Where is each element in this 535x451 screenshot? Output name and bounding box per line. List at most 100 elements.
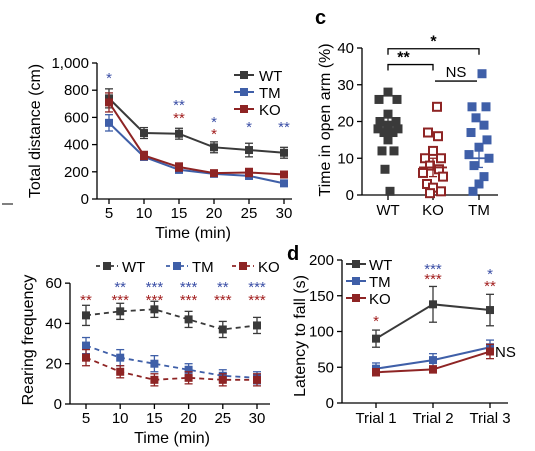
panel-c-ko-sem [429, 157, 437, 178]
panel-b-significance-ko: ** [80, 292, 92, 309]
panel-d-significance-ko: * [373, 313, 379, 330]
panel-b-x-tick-label: 10 [112, 410, 129, 427]
panel-b-x-tick-label: 15 [146, 410, 163, 427]
panel-d-x-tick-label: Trial 3 [469, 410, 510, 427]
panel-a-y-tick-label: 800 [64, 82, 89, 99]
panel-d-y-tick-label: 0 [326, 395, 334, 412]
panel-c-wt-point [385, 186, 395, 196]
panel-a-significance-tm: ** [278, 119, 290, 136]
panel-c-wt-point [380, 164, 390, 174]
panel-b-y-tick-label: 20 [45, 356, 62, 373]
panel-b-significance-tm: *** [146, 279, 164, 296]
panel-b-tm-line [85, 344, 258, 379]
panel-a-wt-line [108, 97, 285, 154]
panel-b-legend-marker [239, 262, 247, 270]
panel-c-wt-point [389, 146, 399, 156]
panel-d-significance-ko: ** [484, 278, 496, 295]
panel-d-legend-label-ko: KO [369, 291, 391, 308]
panel-c-tm-point [468, 186, 478, 196]
panel-a-tm-point [105, 118, 113, 127]
panel-b-significance-tm: *** [248, 279, 266, 296]
panel-a-ko-line [108, 101, 285, 176]
panel-d-latency-chart: d 0 50 100 150 200 Trial 1 Trial 2 Trial 3 WTTM… [287, 243, 516, 427]
panel-b-wt-point [150, 305, 159, 314]
panel-b-significance-ko: *** [146, 292, 164, 309]
panel-c-y-tick-label: 30 [337, 77, 354, 94]
panel-c-tm-point [466, 128, 476, 138]
panel-b-wt-point [116, 307, 125, 316]
panel-c-ko-point [438, 171, 448, 182]
panel-c-tm-sem [475, 148, 483, 169]
panel-c-ko-point [436, 153, 446, 164]
panel-b-x-tick-label: 30 [249, 410, 266, 427]
panel-a-tm-line [108, 122, 285, 185]
panel-b-legend-marker [103, 262, 111, 270]
panel-c-tm-point [479, 120, 489, 130]
panel-c-tm-point [482, 135, 492, 145]
panel-b-ko-point [116, 367, 125, 376]
panel-a-legend-label-wt: WT [259, 68, 282, 85]
panel-b-ko-point [150, 375, 159, 384]
panel-c-bracket-ko-tm-label: NS [446, 64, 467, 81]
panel-d-wt-point [486, 306, 494, 315]
panel-c-y-axis-label: Time in open arm (%) [317, 43, 334, 196]
panel-a-significance-tm: * [106, 70, 112, 87]
panel-b-significance-tm: ** [217, 279, 229, 296]
panel-c-y-tick-label: 10 [337, 150, 354, 167]
panel-d-y-tick-label: 50 [317, 359, 334, 376]
panel-c-tm-point [469, 161, 479, 171]
panel-a-y-tick-label: 400 [64, 137, 89, 154]
panel-c-wt-point [377, 146, 387, 156]
panel-b-wt-point [253, 321, 261, 330]
panel-a-legend-label-ko: KO [259, 102, 281, 119]
panel-a-ko-point [280, 170, 288, 179]
panel-c-x-tick-label: TM [468, 202, 490, 219]
panel-b-y-tick-label: 40 [45, 315, 62, 332]
panel-c-wt-point [383, 87, 393, 97]
panel-b-legend-label-wt: WT [122, 259, 145, 276]
panel-c-wt-point [392, 94, 402, 104]
panel-c-label: c [315, 7, 326, 29]
panel-d-y-tick-label: 100 [309, 324, 334, 341]
panel-a-ko-point [105, 98, 113, 107]
panel-d-x-tick-label: Trial 1 [355, 410, 396, 427]
panel-b-legend-marker [173, 262, 181, 270]
panel-a-x-tick-label: 5 [105, 205, 113, 222]
panel-a-y-tick-label: 600 [64, 109, 89, 126]
panel-a-y-axis-label: Total distance (cm) [27, 64, 44, 198]
panel-c-ko-point [418, 167, 428, 178]
panel-c-bracket-wt-ko-label: ** [397, 50, 410, 67]
panel-d-x-tick-label: Trial 2 [412, 410, 453, 427]
panel-d-significance-tm: * [487, 266, 493, 283]
panel-b-significance-tm: ** [114, 279, 126, 296]
panel-a-y-tick-label: 1,000 [51, 55, 89, 72]
panel-c-ko-point [433, 131, 443, 142]
panel-d-y-tick-label: 200 [309, 252, 334, 269]
panel-a-ko-point [210, 169, 218, 178]
panel-a-x-tick-label: 25 [241, 205, 258, 222]
panel-c-wt-point [383, 135, 393, 145]
panel-c-wt-point [374, 94, 384, 104]
panel-b-wt-point [184, 315, 193, 324]
panel-b-wt-point [218, 325, 227, 334]
panel-c-bracket-ko-tm: NS [435, 64, 477, 82]
panel-d-legend-label-tm: TM [369, 274, 391, 291]
panel-c-ko-point [436, 186, 446, 197]
panel-c-x-tick-label: WT [376, 202, 399, 219]
panel-b-wt-line [85, 308, 258, 331]
panel-c-tm-point [471, 113, 481, 123]
panel-d-legend-marker [352, 294, 360, 302]
panel-b-tm-point [82, 341, 90, 350]
panel-b-ko-point [184, 373, 193, 382]
panel-d-legend-marker [352, 277, 360, 285]
panel-b-tm-point [150, 359, 159, 368]
panel-c-wt-point [383, 109, 393, 119]
panel-c-wt-point [391, 117, 401, 126]
panel-a-ko-point [140, 151, 148, 160]
panel-a-significance-tm: * [211, 114, 217, 131]
panel-d-ko-point [372, 368, 380, 377]
panel-d-y-tick-label: 150 [309, 288, 334, 305]
panel-a-legend-marker [240, 105, 248, 113]
